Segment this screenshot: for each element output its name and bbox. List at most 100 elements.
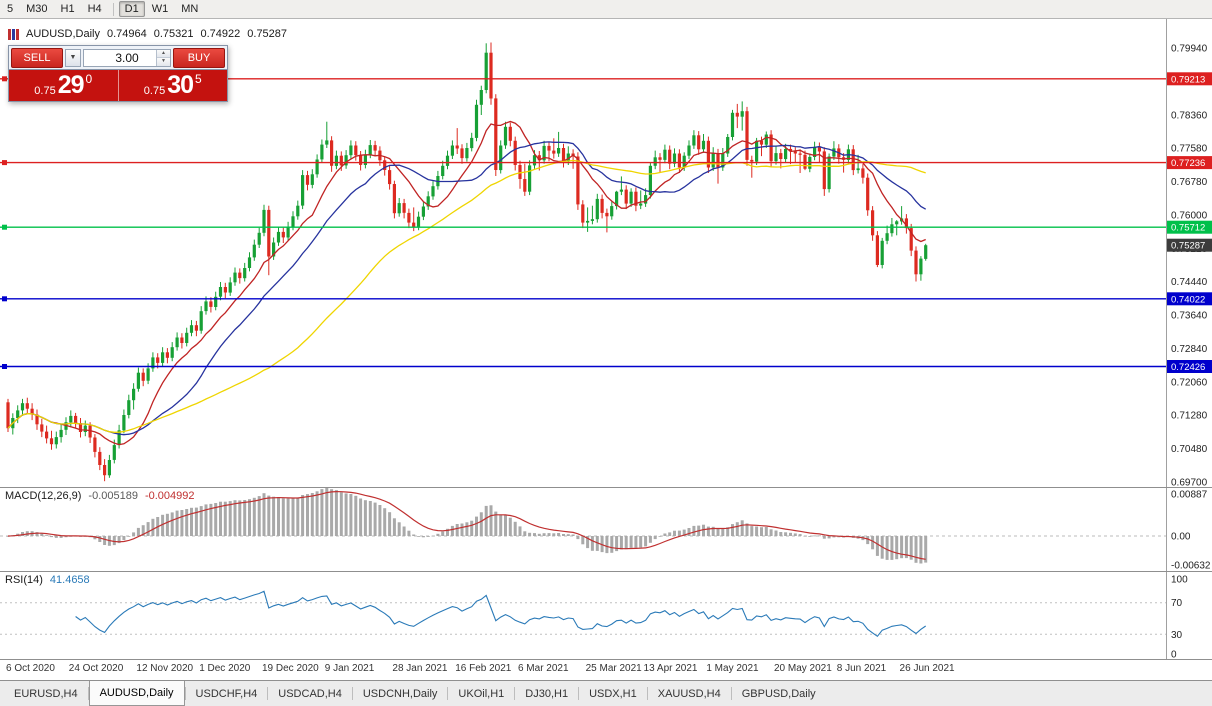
x-axis-date-label: 6 Oct 2020 (6, 663, 55, 674)
chart-tab-eurusd-h4[interactable]: EURUSD,H4 (14, 687, 78, 700)
timeframe-button-w1[interactable]: W1 (151, 3, 169, 15)
chart-tab-audusd-daily[interactable]: AUDUSD,Daily (88, 681, 185, 706)
macd-histogram-bar (407, 530, 411, 536)
x-axis-date-label: 16 Feb 2021 (455, 663, 512, 674)
candle-body (276, 231, 281, 243)
timeframe-button-m30[interactable]: M30 (26, 3, 48, 15)
candle-body (890, 224, 894, 234)
chart-tab-usdcnh-daily[interactable]: USDCNH,Daily (362, 687, 438, 700)
candle-body (566, 153, 570, 162)
macd-histogram-bar (895, 536, 899, 560)
macd-indicator-panel: MACD(12,26,9) -0.005189 -0.004992 0.0088… (0, 488, 1212, 572)
macd-histogram-bar (455, 524, 459, 536)
tab-separator (184, 687, 186, 700)
main-chart-canvas[interactable]: 0.799400.792400.783600.775800.767800.760… (0, 19, 1212, 487)
macd-histogram-bar (904, 536, 908, 559)
timeframe-button-h1[interactable]: H1 (60, 3, 75, 15)
macd-histogram-bar (180, 510, 184, 536)
rsi-value: 41.4658 (49, 574, 90, 586)
candle-body (296, 205, 300, 217)
chart-tab-dj30-h1[interactable]: DJ30,H1 (525, 687, 569, 700)
chart-tab-gbpusd-daily[interactable]: GBPUSD,Daily (741, 687, 816, 700)
rsi-chart-canvas[interactable]: 100 70 30 0 (0, 572, 1212, 659)
chart-tab-usdx-h1[interactable]: USDX,H1 (589, 687, 637, 700)
candle-body (194, 325, 198, 331)
price-chart-panel: 0.799400.792400.783600.775800.767800.760… (0, 19, 1212, 488)
candle-body (83, 425, 87, 432)
macd-histogram-bar (619, 536, 623, 550)
volume-dropdown-button[interactable]: ▼ (65, 48, 81, 67)
sell-price-display[interactable]: 0.75 29 0 (9, 70, 119, 101)
candle-body (35, 414, 39, 425)
candle-body (624, 189, 628, 204)
candle-body (334, 155, 338, 166)
volume-stepper[interactable]: ▲ ▼ (156, 49, 170, 66)
macd-chart-canvas[interactable]: 0.00887 0.00 -0.00632 (0, 488, 1212, 571)
macd-histogram-bar (793, 533, 797, 536)
candle-body (784, 148, 788, 160)
sell-button[interactable]: SELL (11, 47, 63, 68)
macd-histogram-bar (441, 531, 445, 536)
candle-body (523, 179, 527, 192)
chart-tab-ukoil-h1[interactable]: UKOil,H1 (458, 687, 505, 700)
macd-histogram-bar (373, 502, 377, 536)
candle-body (644, 195, 648, 204)
chart-tab-xauusd-h4[interactable]: XAUUSD,H4 (657, 687, 721, 700)
candle-body (682, 155, 686, 168)
volume-down-icon[interactable]: ▼ (157, 57, 170, 66)
buy-price-display[interactable]: 0.75 30 5 (119, 70, 228, 101)
candle-body (774, 153, 778, 162)
candle-body (228, 282, 232, 293)
candle-body (156, 357, 160, 363)
macd-histogram-bar (644, 536, 648, 547)
timeframe-button-h4[interactable]: H4 (87, 3, 102, 15)
macd-histogram-bar (127, 536, 131, 537)
line-anchor-marker[interactable] (2, 364, 7, 369)
candle-body (851, 149, 855, 171)
chart-tab-usdchf-h4[interactable]: USDCHF,H4 (195, 687, 258, 700)
macd-histogram-bar (871, 536, 875, 550)
rsi-line (75, 590, 927, 638)
macd-histogram-bar (112, 536, 116, 546)
candle-body (474, 104, 479, 138)
chart-symbol-icon (8, 28, 19, 40)
macd-histogram-bar (223, 501, 227, 536)
macd-histogram-bar (103, 536, 107, 545)
tab-separator (351, 687, 353, 700)
macd-histogram-bar (914, 536, 918, 563)
sell-price-big: 29 (57, 71, 85, 99)
candle-body (407, 212, 411, 223)
chart-tab-usdcad-h4[interactable]: USDCAD,H4 (278, 687, 342, 700)
macd-histogram-bar (320, 489, 324, 536)
timeframe-button-5[interactable]: 5 (7, 3, 14, 15)
macd-label-row: MACD(12,26,9) -0.005189 -0.004992 (5, 490, 195, 502)
price-tag-label: 0.75287 (1171, 241, 1205, 252)
macd-histogram-bar (726, 527, 730, 536)
candle-body (508, 126, 512, 141)
line-anchor-marker[interactable] (2, 76, 7, 82)
macd-histogram-bar (552, 533, 556, 536)
ohlc-open: 0.74964 (106, 28, 147, 40)
macd-histogram-bar (64, 536, 68, 538)
candle-body (238, 272, 242, 279)
line-anchor-marker[interactable] (2, 160, 7, 166)
price-tag (1167, 220, 1212, 234)
timeframe-button-mn[interactable]: MN (181, 3, 199, 15)
timeframe-button-d1[interactable]: D1 (118, 1, 145, 17)
candle-body (745, 111, 749, 160)
rsi-axis-label: 70 (1171, 598, 1183, 609)
candle-body (30, 408, 34, 415)
volume-up-icon[interactable]: ▲ (157, 49, 170, 57)
macd-histogram-bar (460, 523, 464, 536)
candle-body (310, 174, 314, 185)
line-anchor-marker[interactable] (2, 224, 7, 230)
rsi-label: RSI(14) (5, 574, 43, 586)
macd-histogram-bar (349, 494, 353, 536)
rsi-axis-label: 100 (1171, 575, 1188, 586)
macd-histogram-bar (136, 527, 140, 536)
volume-input[interactable]: 3.00 ▲ ▼ (83, 48, 171, 67)
line-anchor-marker[interactable] (2, 296, 7, 302)
macd-histogram-bar (508, 517, 512, 536)
macd-histogram-bar (566, 534, 570, 536)
buy-button[interactable]: BUY (173, 47, 225, 68)
